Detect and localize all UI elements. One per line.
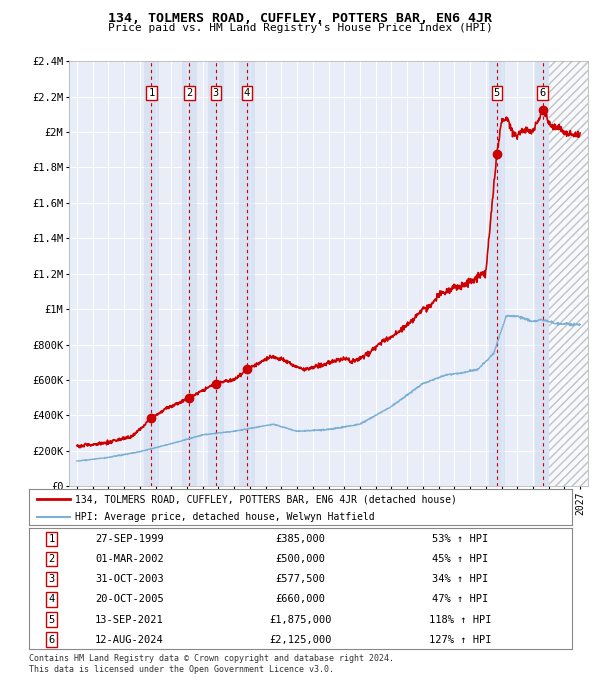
Text: 134, TOLMERS ROAD, CUFFLEY, POTTERS BAR, EN6 4JR: 134, TOLMERS ROAD, CUFFLEY, POTTERS BAR,… [108, 12, 492, 25]
Text: 5: 5 [49, 615, 55, 624]
Bar [208, 61, 224, 486]
Text: 2: 2 [187, 88, 193, 98]
Text: 13-SEP-2021: 13-SEP-2021 [95, 615, 164, 624]
Text: 31-OCT-2003: 31-OCT-2003 [95, 574, 164, 584]
Bar [535, 61, 550, 486]
Text: 3: 3 [49, 574, 55, 584]
Text: £1,875,000: £1,875,000 [269, 615, 332, 624]
Bar [548, 61, 588, 486]
Text: Contains HM Land Registry data © Crown copyright and database right 2024.: Contains HM Land Registry data © Crown c… [29, 654, 394, 663]
Text: 118% ↑ HPI: 118% ↑ HPI [429, 615, 492, 624]
Bar [143, 61, 159, 486]
Text: Price paid vs. HM Land Registry's House Price Index (HPI): Price paid vs. HM Land Registry's House … [107, 23, 493, 33]
Text: £385,000: £385,000 [275, 534, 325, 544]
Text: 12-AUG-2024: 12-AUG-2024 [95, 634, 164, 645]
Text: 47% ↑ HPI: 47% ↑ HPI [433, 594, 488, 605]
Bar [548, 61, 588, 486]
Bar [548, 61, 588, 486]
Text: 1: 1 [49, 534, 55, 544]
Bar [239, 61, 254, 486]
Text: £577,500: £577,500 [275, 574, 325, 584]
Text: This data is licensed under the Open Government Licence v3.0.: This data is licensed under the Open Gov… [29, 665, 334, 674]
Text: 45% ↑ HPI: 45% ↑ HPI [433, 554, 488, 564]
Text: 4: 4 [49, 594, 55, 605]
Text: £500,000: £500,000 [275, 554, 325, 564]
Text: 134, TOLMERS ROAD, CUFFLEY, POTTERS BAR, EN6 4JR (detached house): 134, TOLMERS ROAD, CUFFLEY, POTTERS BAR,… [75, 494, 457, 504]
Text: 6: 6 [49, 634, 55, 645]
Text: 4: 4 [244, 88, 250, 98]
Text: 1: 1 [148, 88, 155, 98]
Text: 53% ↑ HPI: 53% ↑ HPI [433, 534, 488, 544]
Text: 2: 2 [49, 554, 55, 564]
Text: £2,125,000: £2,125,000 [269, 634, 332, 645]
Text: £660,000: £660,000 [275, 594, 325, 605]
Text: 3: 3 [212, 88, 219, 98]
Text: 01-MAR-2002: 01-MAR-2002 [95, 554, 164, 564]
Text: HPI: Average price, detached house, Welwyn Hatfield: HPI: Average price, detached house, Welw… [75, 512, 374, 522]
Text: 127% ↑ HPI: 127% ↑ HPI [429, 634, 492, 645]
Bar [489, 61, 505, 486]
Bar [182, 61, 197, 486]
Text: 6: 6 [539, 88, 545, 98]
Text: 5: 5 [494, 88, 500, 98]
Text: 27-SEP-1999: 27-SEP-1999 [95, 534, 164, 544]
Text: 34% ↑ HPI: 34% ↑ HPI [433, 574, 488, 584]
Text: 20-OCT-2005: 20-OCT-2005 [95, 594, 164, 605]
